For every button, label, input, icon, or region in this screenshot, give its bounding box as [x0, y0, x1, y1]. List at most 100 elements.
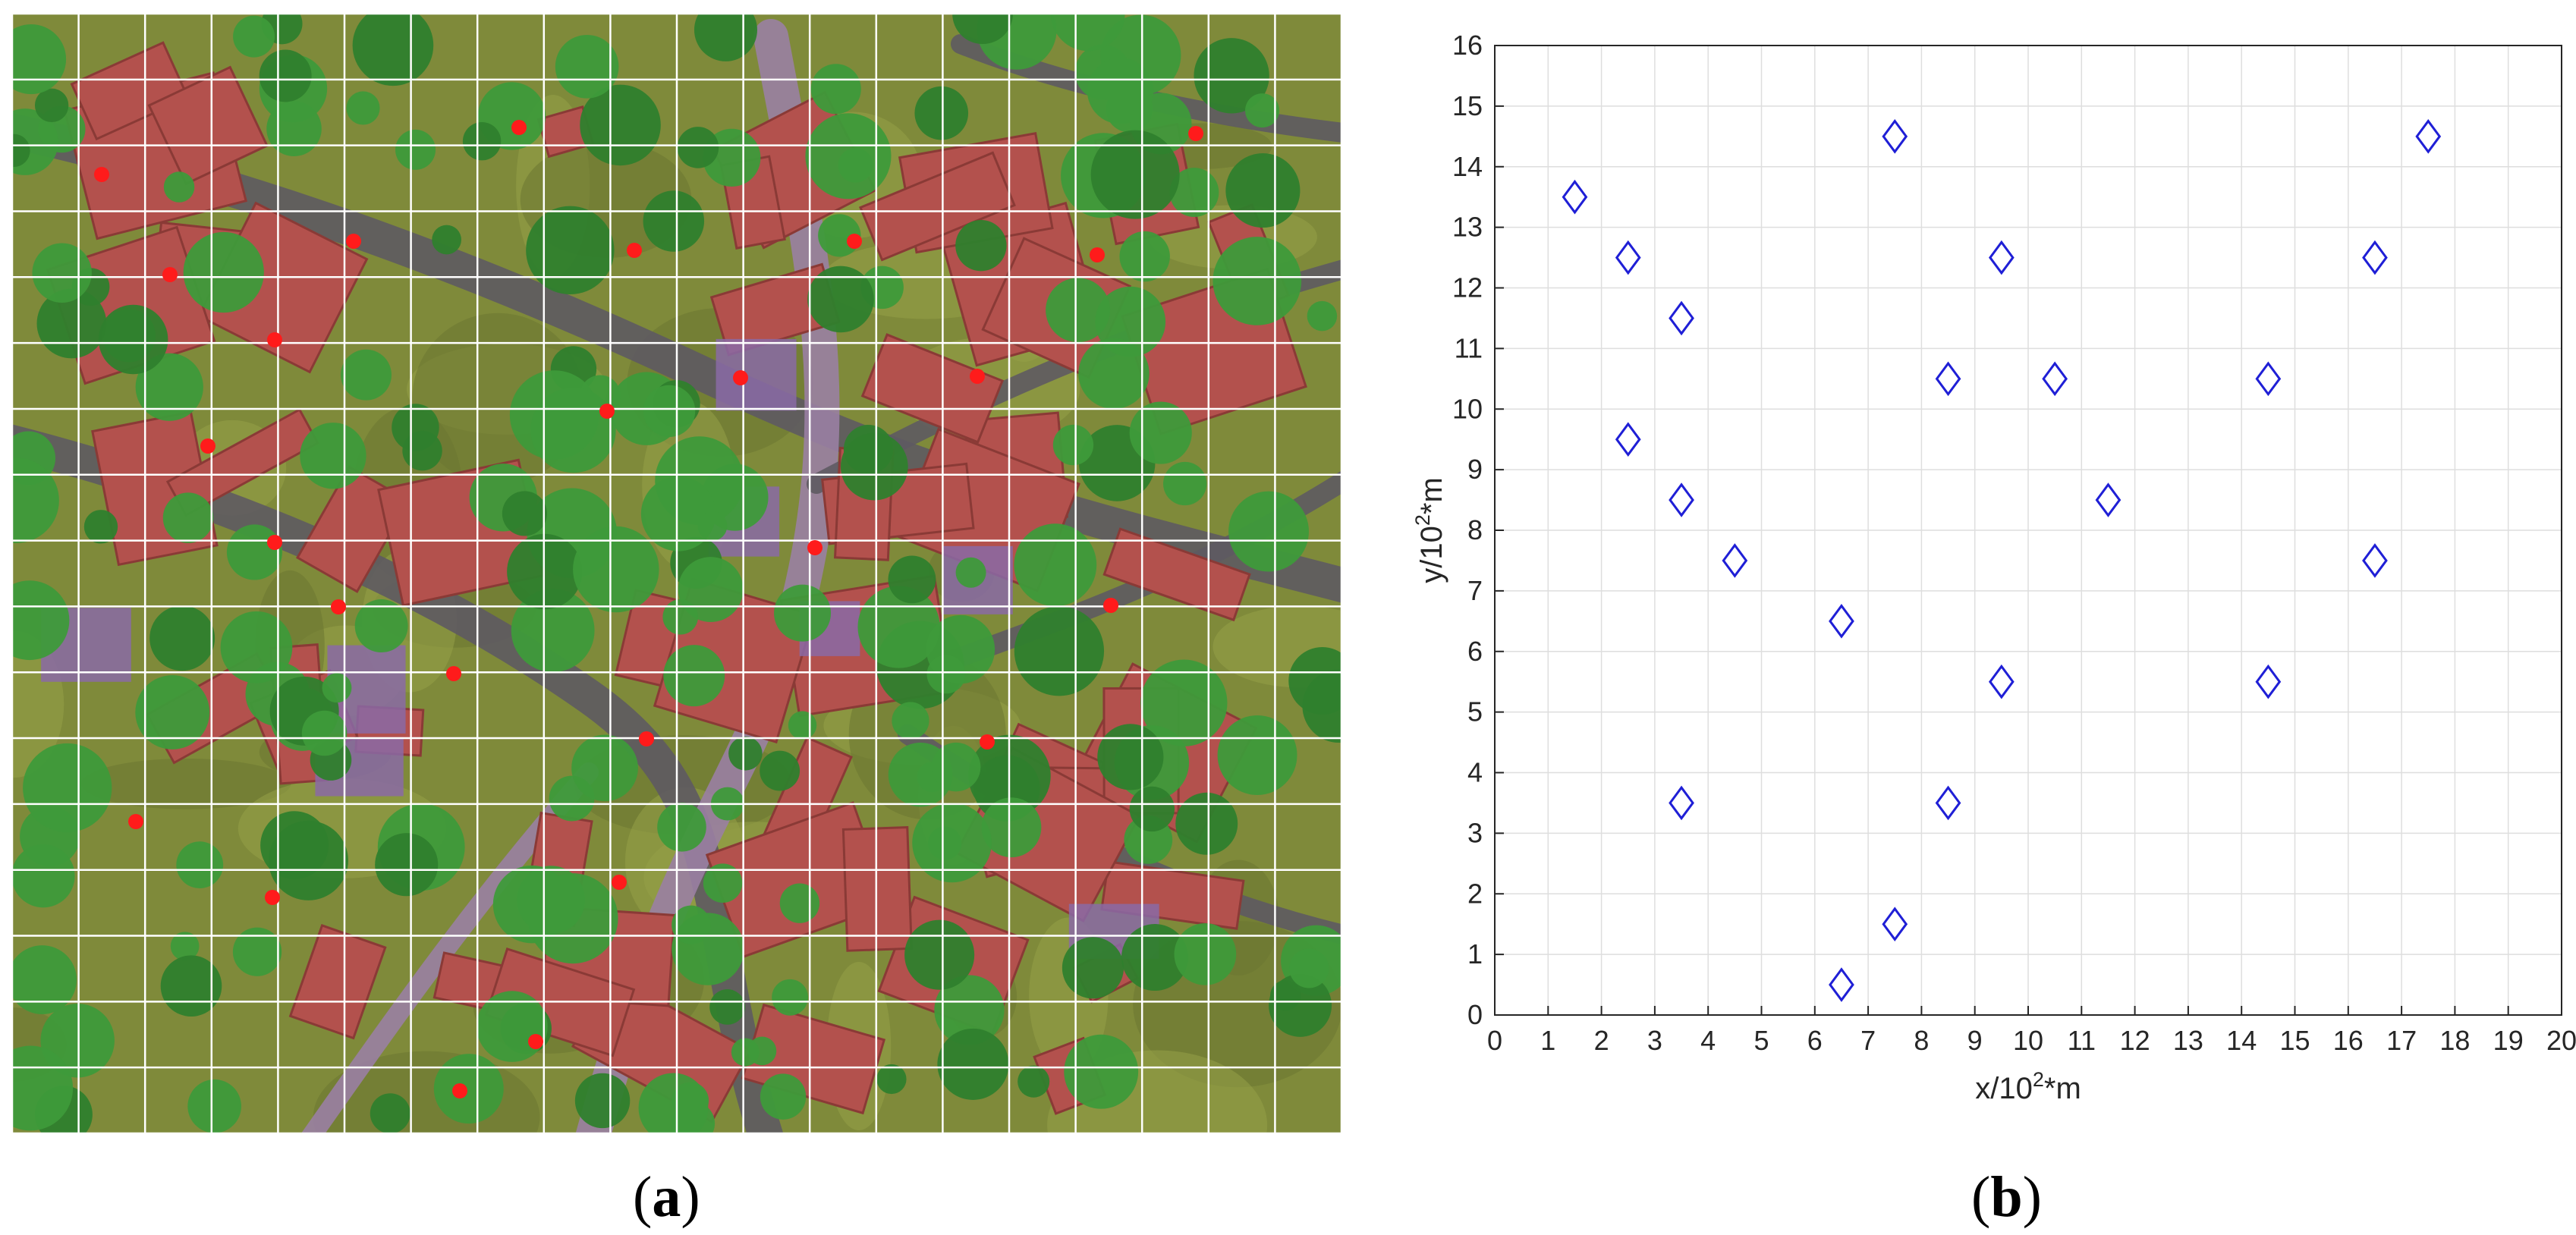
y-tick-label: 0 — [1467, 999, 1483, 1030]
tree — [301, 710, 348, 756]
tree — [1097, 724, 1164, 790]
y-tick-label: 4 — [1467, 757, 1483, 788]
tree — [135, 353, 203, 421]
tree — [12, 134, 30, 168]
aerial-map-graphic — [12, 14, 1341, 1133]
x-tick-label: 0 — [1487, 1025, 1502, 1056]
y-tick-label: 6 — [1467, 636, 1483, 667]
y-tick-label: 12 — [1452, 272, 1483, 303]
red-marker — [94, 167, 109, 182]
building — [70, 41, 190, 141]
tree — [1129, 401, 1192, 464]
tree — [955, 219, 1007, 272]
tree — [1014, 523, 1097, 607]
tree — [1052, 424, 1094, 466]
x-tick-label: 1 — [1540, 1025, 1555, 1056]
x-tick-label: 18 — [2439, 1025, 2470, 1056]
tree — [697, 511, 728, 541]
tree — [233, 15, 275, 58]
tree — [955, 557, 986, 588]
building — [841, 825, 913, 952]
tree — [98, 304, 168, 375]
tree — [805, 113, 892, 200]
tree — [352, 14, 434, 86]
red-marker — [1103, 598, 1118, 613]
red-marker — [847, 234, 862, 249]
red-marker — [346, 234, 361, 249]
red-marker — [528, 1034, 543, 1049]
aerial-image — [12, 14, 1341, 1133]
red-marker — [331, 599, 346, 614]
tree — [640, 476, 716, 552]
tree — [914, 86, 969, 140]
tree — [1121, 924, 1188, 991]
tree — [160, 955, 222, 1017]
tree — [892, 702, 929, 740]
tree — [322, 673, 352, 703]
data-point-5 — [1669, 785, 1694, 821]
building — [1102, 527, 1251, 622]
tree — [1175, 792, 1238, 855]
tree — [1046, 278, 1111, 343]
data-point-10 — [1882, 907, 1908, 941]
tree — [220, 611, 293, 683]
data-points — [1562, 119, 2442, 1002]
x-tick-label: 10 — [2013, 1025, 2043, 1056]
caption-a-letter: a — [652, 1165, 681, 1229]
tree — [574, 1073, 631, 1129]
tree — [931, 742, 981, 792]
caption-b: (b) — [1971, 1165, 2042, 1229]
tree — [36, 288, 107, 359]
tree — [774, 584, 832, 642]
building — [859, 151, 1016, 262]
x-tick-label: 15 — [2279, 1025, 2310, 1056]
x-tick-label: 13 — [2173, 1025, 2203, 1056]
x-tick-label: 16 — [2333, 1025, 2364, 1056]
x-tick-label: 19 — [2493, 1025, 2524, 1056]
tree — [952, 14, 1013, 45]
tree — [12, 457, 59, 543]
red-marker — [446, 666, 461, 681]
data-point-3 — [1669, 300, 1694, 336]
data-point-21 — [2415, 119, 2442, 154]
tree — [492, 865, 571, 944]
data-point-12 — [1935, 785, 1961, 821]
tree — [135, 675, 210, 749]
tree — [502, 491, 548, 536]
tree — [402, 430, 442, 471]
tree — [226, 524, 283, 580]
tree — [643, 385, 696, 438]
red-marker — [807, 540, 822, 555]
y-tick-label: 5 — [1467, 696, 1483, 727]
x-tick-label: 7 — [1860, 1025, 1876, 1056]
tree — [904, 919, 975, 990]
x-tick-label: 6 — [1807, 1025, 1823, 1056]
x-tick-label: 12 — [2120, 1025, 2150, 1056]
grid-overlay — [12, 14, 1341, 1133]
marker-layer — [94, 120, 1203, 1098]
y-tick-label: 2 — [1467, 878, 1483, 909]
building — [716, 338, 797, 411]
tree — [573, 526, 659, 613]
x-tick-label: 2 — [1594, 1025, 1609, 1056]
tree — [772, 979, 809, 1016]
tree — [703, 863, 743, 903]
tree — [555, 34, 619, 99]
building — [860, 333, 1005, 444]
tree — [1051, 14, 1125, 52]
tree — [1014, 606, 1105, 696]
data-point-1 — [1615, 240, 1641, 275]
red-marker — [612, 875, 627, 890]
tree — [663, 645, 725, 707]
tree — [760, 1073, 807, 1120]
tree — [1213, 237, 1302, 325]
data-point-13 — [1988, 240, 2015, 275]
y-tick-label: 15 — [1452, 90, 1483, 121]
tree — [1217, 715, 1297, 795]
tree — [1174, 922, 1237, 985]
data-point-18 — [2255, 664, 2282, 699]
tree — [643, 190, 705, 252]
caption-a: (a) — [633, 1165, 700, 1229]
tree — [266, 101, 322, 156]
